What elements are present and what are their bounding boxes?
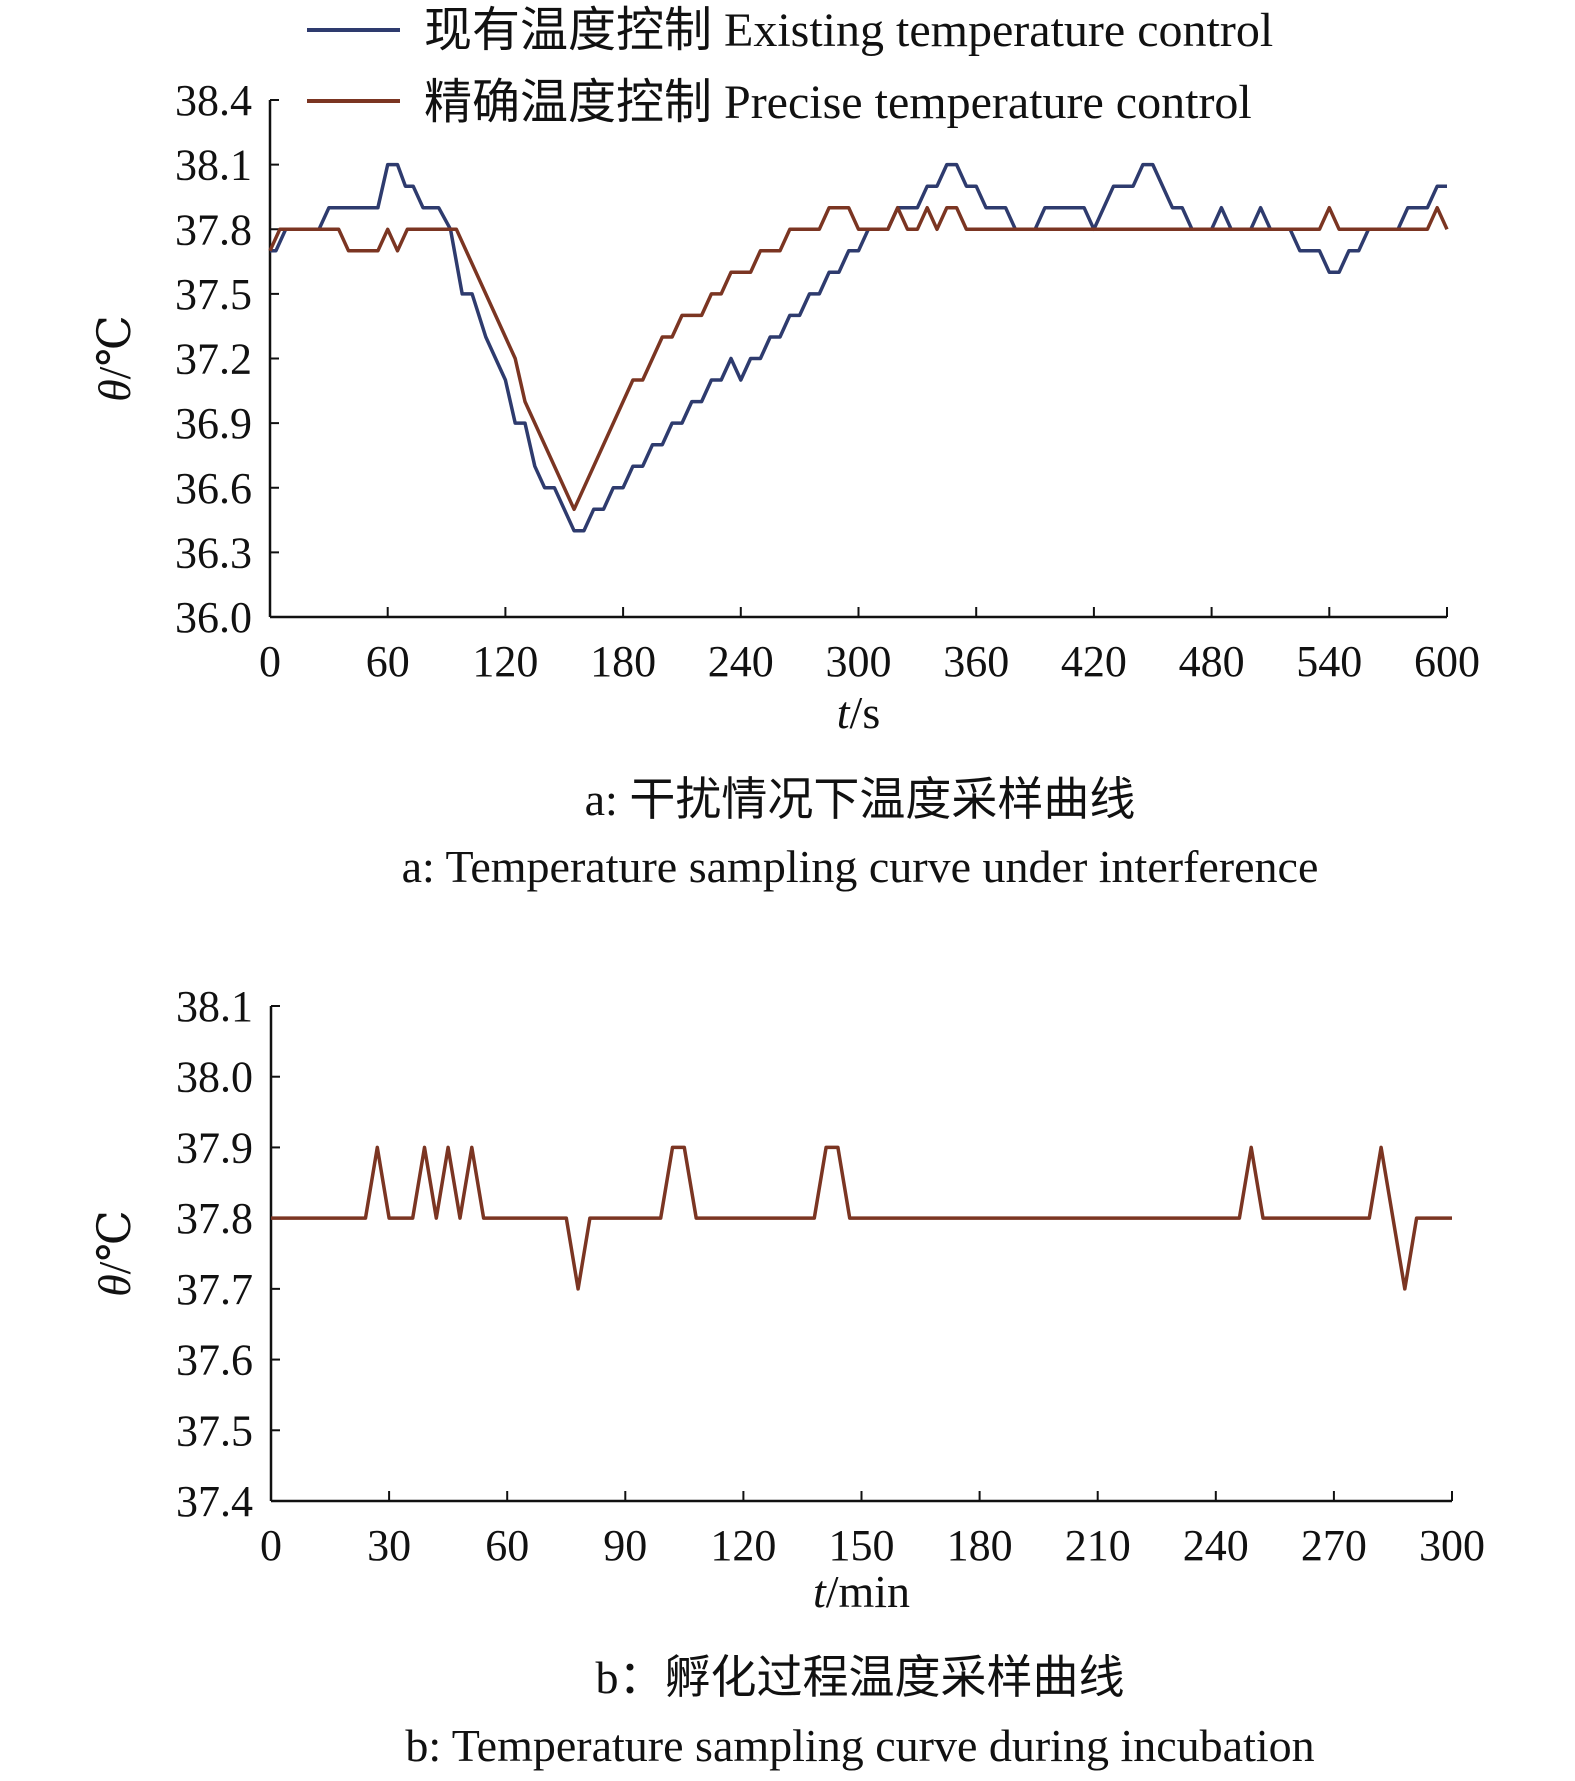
y-axis-unit: /℃: [89, 315, 140, 379]
x-tick-label: 60: [366, 637, 410, 686]
y-tick-label: 36.9: [175, 399, 252, 448]
x-tick-label: 120: [710, 1521, 776, 1570]
caption-a-en: a: Temperature sampling curve under inte…: [402, 841, 1319, 892]
x-tick-label: 150: [829, 1521, 895, 1570]
series-line-existing: [270, 162, 1447, 533]
x-tick-label: 240: [708, 637, 774, 686]
x-tick-label: 210: [1065, 1521, 1131, 1570]
y-tick-label: 37.8: [175, 205, 252, 254]
x-tick-label: 480: [1179, 637, 1245, 686]
y-tick-label: 36.0: [175, 593, 252, 642]
y-axis-label: θ/℃: [89, 315, 140, 402]
x-tick-label: 420: [1061, 637, 1127, 686]
x-tick-label: 30: [367, 1521, 411, 1570]
y-axis-var: θ: [89, 379, 140, 402]
x-tick-label: 360: [943, 637, 1009, 686]
x-tick-label: 0: [260, 1521, 282, 1570]
y-tick-label: 37.9: [176, 1123, 253, 1172]
series-line-precise: [271, 1145, 1452, 1291]
y-tick-label: 37.8: [176, 1194, 253, 1243]
y-tick-label: 37.5: [176, 1406, 253, 1455]
y-tick-label: 38.1: [175, 141, 252, 190]
chart-a: 36.0 36.3 36.6 36.9 37.2 37.5 37.8 38.1 38.4 0 60 1…: [89, 76, 1480, 738]
y-axis-var: θ: [89, 1274, 140, 1297]
x-tick-label: 120: [472, 637, 538, 686]
y-axis-label: θ/℃: [89, 1210, 140, 1297]
y-tick-label: 37.4: [176, 1477, 253, 1526]
x-tick-label: 180: [590, 637, 656, 686]
y-axis-unit: /℃: [89, 1210, 140, 1274]
y-tick-label: 37.5: [175, 270, 252, 319]
x-tick-label: 60: [485, 1521, 529, 1570]
y-tick-label: 36.3: [175, 528, 252, 577]
y-tick-label: 37.6: [176, 1336, 253, 1385]
x-tick-label: 600: [1414, 637, 1480, 686]
y-tick-label: 37.2: [175, 335, 252, 384]
caption-b-en: b: Temperature sampling curve during inc…: [405, 1720, 1314, 1771]
x-tick-label: 540: [1296, 637, 1362, 686]
x-tick-label: 300: [826, 637, 892, 686]
y-tick-label: 38.0: [176, 1053, 253, 1102]
x-tick-label: 0: [259, 637, 281, 686]
x-axis-label: t/min: [813, 1566, 910, 1617]
caption-b-cn: b：孵化过程温度采样曲线: [596, 1652, 1125, 1703]
y-tick-label: 38.4: [175, 76, 252, 125]
legend-label-existing: 现有温度控制 Existing temperature control: [424, 4, 1273, 57]
x-tick-label: 240: [1183, 1521, 1249, 1570]
series-line-precise: [268, 205, 1449, 512]
x-tick-label: 180: [947, 1521, 1013, 1570]
x-axis-var: t: [813, 1566, 827, 1617]
x-axis-unit: /min: [826, 1566, 910, 1617]
caption-a-cn: a: 干扰情况下温度采样曲线: [585, 774, 1136, 825]
x-tick-label: 90: [603, 1521, 647, 1570]
legend: 现有温度控制 Existing temperature control 精确温度…: [307, 4, 1273, 129]
y-tick-label: 37.7: [176, 1265, 253, 1314]
legend-label-precise: 精确温度控制 Precise temperature control: [424, 76, 1252, 129]
x-tick-label: 270: [1301, 1521, 1367, 1570]
y-tick-label: 38.1: [176, 982, 253, 1031]
chart-b: 37.4 37.5 37.6 37.7 37.8 37.9 38.0 38.1 0 30 60 90 1…: [89, 982, 1485, 1617]
y-tick-label: 36.6: [175, 464, 252, 513]
x-tick-label: 300: [1419, 1521, 1485, 1570]
x-axis-var: t: [837, 687, 851, 738]
x-axis-unit: /s: [850, 687, 881, 738]
x-axis-label: t/s: [837, 687, 880, 738]
